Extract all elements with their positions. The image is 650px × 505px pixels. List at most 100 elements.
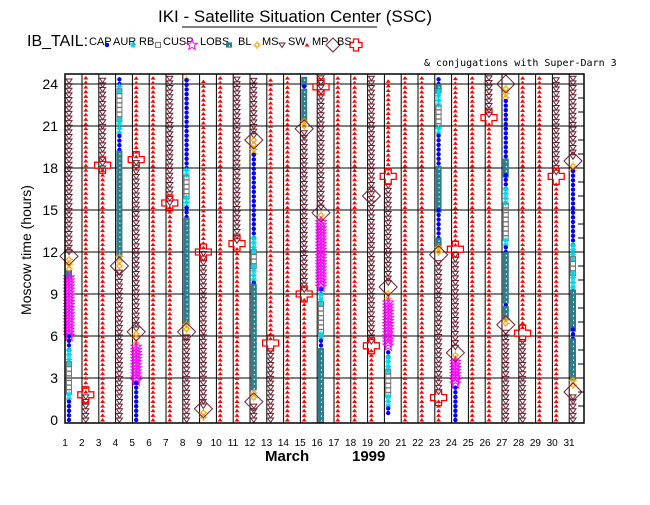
- legend-down-triangle-icon: [278, 42, 286, 49]
- mp-point: [335, 200, 341, 205]
- segment-mp: [368, 348, 374, 422]
- superdarn-conjugation-cross: [228, 234, 246, 253]
- cap-point: [66, 413, 72, 418]
- day-27-column: [496, 74, 516, 424]
- mp-point: [368, 357, 374, 362]
- segment-mp: [469, 76, 475, 422]
- mp-point: [469, 177, 475, 182]
- cap-point: [436, 77, 441, 82]
- mp-point: [419, 163, 425, 168]
- superdarn-conjugation-cross: [295, 285, 313, 303]
- bl-point: [183, 296, 190, 302]
- mp-point: [352, 316, 358, 320]
- mp-point: [83, 357, 89, 362]
- mp-point: [200, 84, 206, 88]
- mp-point: [536, 200, 542, 205]
- mp-point: [268, 313, 274, 318]
- mp-point: [368, 353, 374, 357]
- bl-point: [502, 266, 509, 272]
- segment-cap: [570, 168, 576, 248]
- cap-point: [436, 138, 441, 143]
- mp-point: [419, 376, 425, 380]
- mp-point: [469, 325, 475, 330]
- segment-cap: [134, 380, 139, 423]
- mp-point: [217, 344, 223, 348]
- x-tick-label: 11: [228, 438, 239, 449]
- mp-point: [167, 418, 173, 422]
- mp-point: [402, 219, 408, 223]
- legend-label-bs: BS: [337, 36, 352, 48]
- day-19-column: [361, 75, 382, 422]
- mp-point: [268, 82, 274, 87]
- segment-sw: [485, 75, 493, 119]
- mp-point: [200, 148, 206, 153]
- mp-point: [469, 413, 475, 417]
- mp-point: [268, 115, 274, 119]
- mp-point: [352, 260, 358, 265]
- mp-point: [486, 330, 492, 334]
- mp-point: [284, 196, 290, 200]
- mp-point: [419, 89, 425, 94]
- x-tick-label: 20: [379, 438, 391, 449]
- mp-point: [553, 348, 559, 353]
- mp-point: [100, 418, 106, 422]
- mp-point: [167, 325, 173, 330]
- mp-point: [150, 381, 156, 385]
- mp-point: [268, 202, 274, 207]
- mp-point: [469, 99, 475, 103]
- mp-point: [335, 76, 341, 80]
- mp-point: [234, 404, 240, 408]
- mp-point: [536, 131, 542, 136]
- mp-point: [469, 371, 475, 376]
- mp-point: [385, 162, 391, 166]
- segment-mp: [335, 76, 341, 422]
- mp-point: [520, 320, 526, 325]
- mp-point: [268, 258, 274, 262]
- cap-point: [184, 87, 189, 92]
- mp-point: [335, 394, 341, 399]
- mp-point: [284, 168, 290, 173]
- mp-point: [133, 103, 139, 108]
- bl-point: [570, 321, 576, 327]
- x-tick-label: 2: [79, 438, 85, 449]
- mp-point: [100, 223, 106, 228]
- mp-point: [536, 196, 542, 200]
- bl-point: [250, 362, 257, 368]
- mp-point: [284, 413, 290, 417]
- segment-cusp: [385, 368, 392, 398]
- mp-point: [486, 196, 492, 200]
- aur-point: [318, 300, 324, 307]
- mp-point: [301, 302, 307, 306]
- cap-point: [251, 221, 256, 227]
- segment-cap: [503, 98, 508, 164]
- mp-point: [402, 251, 408, 256]
- mp-point: [268, 110, 274, 114]
- cap-point: [436, 156, 441, 161]
- mp-point: [200, 144, 206, 148]
- bl-point: [502, 163, 509, 169]
- mp-point: [385, 83, 391, 88]
- x-tick-label: 29: [530, 438, 542, 449]
- mp-point: [83, 191, 89, 195]
- mp-point: [217, 196, 223, 200]
- mp-point: [268, 295, 274, 299]
- x-tick-label: 5: [129, 438, 135, 449]
- bl-point: [570, 356, 576, 363]
- mp-point: [385, 106, 391, 111]
- mp-point: [167, 413, 173, 417]
- mp-point: [419, 103, 425, 108]
- lobs-point: [129, 339, 143, 353]
- mp-point: [402, 99, 408, 103]
- mp-point: [83, 237, 89, 242]
- mp-point: [520, 159, 526, 163]
- mp-point: [335, 191, 341, 196]
- day-4-column: [109, 77, 130, 424]
- cusp-point: [435, 104, 442, 111]
- mp-point: [486, 297, 492, 302]
- mp-point: [419, 408, 425, 413]
- cap-point: [453, 385, 458, 390]
- lobs-point: [129, 364, 143, 378]
- mp-point: [301, 297, 307, 302]
- lobs-point: [314, 215, 328, 228]
- mp-point: [100, 200, 106, 205]
